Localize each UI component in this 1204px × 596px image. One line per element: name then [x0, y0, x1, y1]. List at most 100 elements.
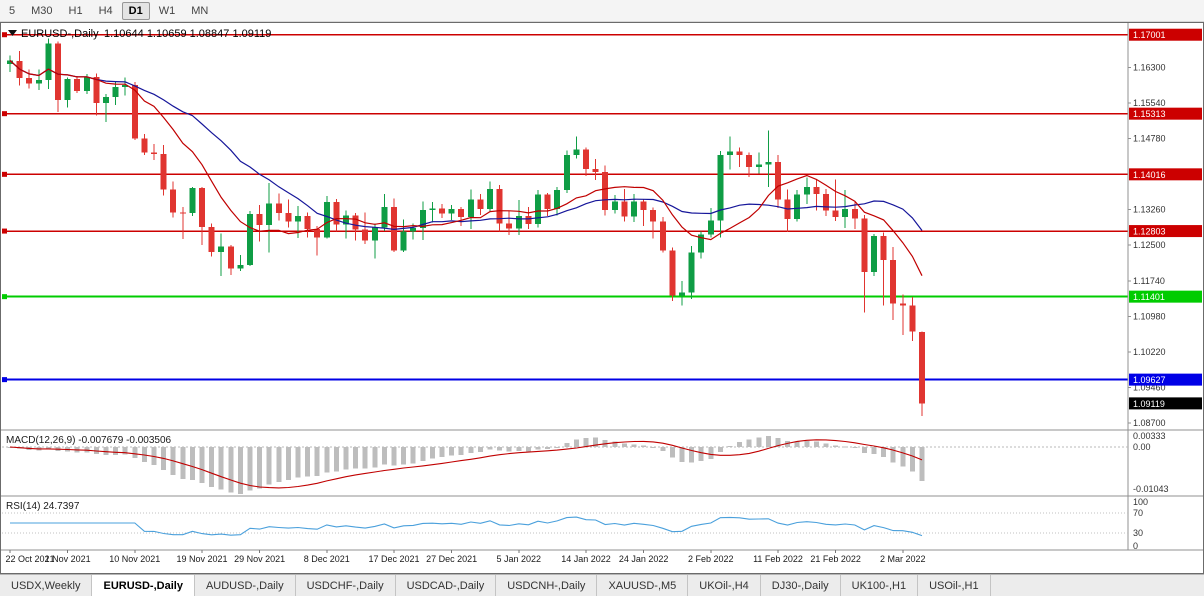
candle-body: [919, 332, 925, 404]
macd-histogram-bar: [727, 446, 733, 448]
chart-tab-dj30-daily[interactable]: DJ30-,Daily: [760, 575, 841, 596]
price-chart[interactable]: 1.16300 1.15540 1.14780 1.13260 1.12500 1.117…: [0, 22, 1204, 574]
date-label: 27 Dec 2021: [426, 554, 477, 564]
macd-histogram-bar: [775, 437, 781, 448]
macd-histogram-bar: [689, 447, 695, 463]
candle-body: [487, 189, 493, 210]
candle-body: [256, 213, 263, 226]
date-label: 19 Nov 2021: [176, 554, 227, 564]
macd-histogram-bar: [612, 441, 618, 448]
macd-histogram-bar: [305, 447, 311, 477]
candle-body: [477, 199, 484, 210]
timeframe-button-w1[interactable]: W1: [158, 4, 176, 17]
candle-body: [458, 209, 465, 218]
macd-histogram-bar: [449, 447, 455, 456]
macd-axis-label: -0.01043: [1133, 484, 1169, 494]
candle-body: [179, 212, 186, 214]
timeframe-button-d1[interactable]: D1: [121, 1, 150, 20]
chart-tab-usdcnh-daily[interactable]: USDCNH-,Daily: [496, 575, 598, 596]
macd-histogram-bar: [765, 436, 771, 448]
candle-body: [602, 171, 609, 211]
price-level-badge: [1129, 373, 1202, 386]
macd-histogram-bar: [333, 447, 339, 472]
level-anchor: [2, 171, 7, 177]
candle-body: [400, 231, 407, 251]
macd-histogram-bar: [881, 447, 887, 457]
macd-histogram-bar: [631, 444, 637, 448]
candle-body: [275, 203, 282, 213]
macd-histogram-bar: [506, 447, 512, 452]
chart-border: [0, 22, 1204, 574]
chart-tab-usoil-h1[interactable]: USOil-,H1: [918, 575, 991, 596]
candle-body: [103, 96, 109, 104]
candle-body: [439, 208, 445, 214]
date-label: 24 Jan 2022: [619, 554, 669, 564]
price-level-badge-label: 1.12803: [1133, 227, 1166, 237]
macd-histogram-bar: [420, 447, 426, 461]
candle-body: [333, 202, 340, 225]
candle-body: [909, 305, 916, 332]
candle-body: [237, 264, 244, 269]
candle-body: [295, 215, 301, 222]
chart-tab-audusd-daily[interactable]: AUDUSD-,Daily: [194, 575, 296, 596]
date-label: 5 Jan 2022: [497, 554, 542, 564]
candle-body: [371, 227, 378, 241]
macd-histogram-bar: [295, 447, 301, 478]
timeframe-button-h4[interactable]: H4: [98, 4, 113, 17]
macd-histogram-bar: [113, 447, 119, 455]
timeframe-button-5[interactable]: 5: [9, 4, 16, 17]
macd-histogram-bar: [621, 443, 627, 448]
chart-tab-usdcad-daily[interactable]: USDCAD-,Daily: [395, 575, 497, 596]
timeframe-button-m30[interactable]: M30: [31, 4, 53, 17]
timeframe-button-h1[interactable]: H1: [68, 4, 83, 17]
macd-histogram-bar: [708, 447, 714, 459]
chart-tab-usdx-weekly[interactable]: USDX,Weekly: [0, 575, 93, 596]
price-axis-label: 1.10980: [1133, 311, 1166, 321]
candle-body: [669, 250, 676, 296]
candle-body: [727, 151, 733, 155]
candle-body: [7, 60, 13, 65]
chart-tab-xauusd-m5[interactable]: XAUUSD-,M5: [597, 575, 689, 596]
candle-body: [93, 76, 100, 104]
macd-histogram-bar: [909, 447, 915, 472]
chart-tab-usdchf-daily[interactable]: USDCHF-,Daily: [295, 575, 396, 596]
level-anchor: [2, 111, 7, 117]
macd-histogram-bar: [900, 447, 906, 467]
candle-body: [659, 221, 666, 251]
macd-histogram-bar: [573, 439, 579, 448]
candle-body: [871, 235, 877, 272]
chart-tab-uk100-h1[interactable]: UK100-,H1: [840, 575, 919, 596]
macd-histogram-bar: [324, 447, 330, 473]
candle-body: [247, 213, 253, 265]
date-label: 2 Mar 2022: [880, 554, 926, 564]
chart-ohlc-values: 1.10644 1.10659 1.08847 1.09119: [104, 28, 271, 40]
macd-histogram-bar: [669, 447, 675, 458]
candle-body: [717, 154, 724, 221]
price-level-badge: [1129, 28, 1202, 41]
chart-tab-eurusd-daily[interactable]: EURUSD-,Daily: [92, 575, 195, 596]
macd-histogram-bar: [756, 437, 762, 448]
candle-body: [343, 215, 349, 225]
macd-histogram-bar: [209, 447, 215, 487]
price-axis-label: 1.13260: [1133, 205, 1166, 215]
macd-histogram-bar: [247, 447, 253, 491]
macd-histogram-bar: [103, 447, 109, 456]
date-label: 22 Oct 2021: [5, 554, 54, 564]
chart-tab-ukoil-h4[interactable]: UKOil-,H4: [688, 575, 761, 596]
candle-body: [823, 193, 829, 211]
timeframe-button-mn[interactable]: MN: [191, 4, 209, 17]
candle-body: [573, 149, 580, 155]
macd-histogram-bar: [257, 447, 263, 489]
price-axis-label: 1.16300: [1133, 63, 1166, 73]
candle-body: [131, 84, 138, 139]
candle-body: [515, 215, 522, 229]
macd-histogram-bar: [861, 447, 867, 453]
candle-body: [698, 234, 705, 253]
price-axis-label: 1.09460: [1133, 382, 1166, 392]
candle-body: [141, 138, 148, 153]
macd-histogram-bar: [679, 447, 685, 462]
candle-body: [170, 189, 177, 213]
macd-histogram-bar: [122, 447, 128, 455]
candle-body: [755, 164, 762, 168]
macd-histogram-bar: [746, 439, 752, 448]
